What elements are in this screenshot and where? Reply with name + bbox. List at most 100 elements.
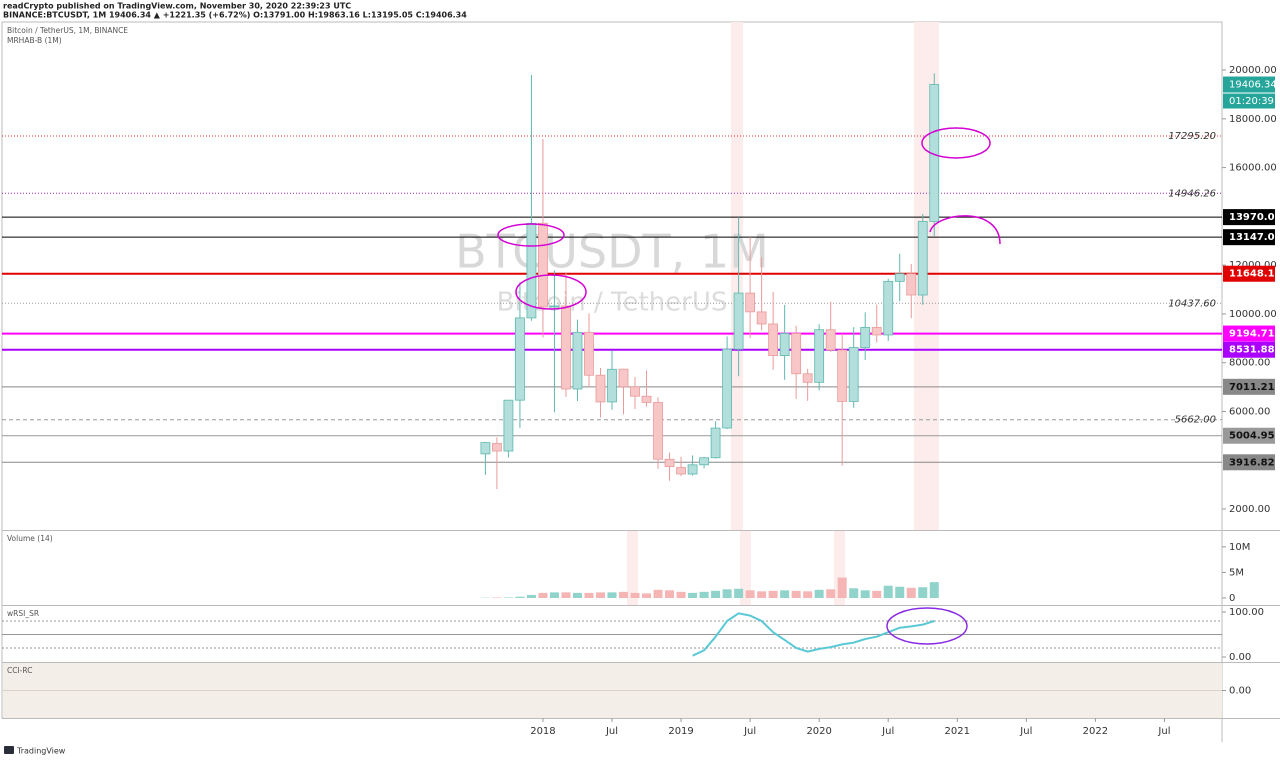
- level-label: 8531.88: [1229, 345, 1275, 356]
- annotation-curve: [929, 215, 1001, 245]
- candle-body: [676, 467, 686, 475]
- highlight-band: [740, 531, 751, 605]
- candle-body: [779, 333, 790, 356]
- volume-bar: [757, 591, 767, 598]
- candle-body: [538, 222, 548, 308]
- level-label: 3916.82: [1229, 457, 1275, 468]
- volume-bar: [837, 577, 847, 598]
- x-tick-label: 2018: [530, 726, 555, 737]
- volume-bar: [549, 592, 559, 598]
- volume-bar: [572, 592, 582, 598]
- candle-body: [917, 221, 928, 296]
- y-tick-label: 0.00: [1229, 652, 1251, 663]
- y-tick-label: 0: [1229, 593, 1235, 604]
- volume-bar: [653, 589, 663, 598]
- volume-bar: [803, 591, 813, 598]
- volume-bar: [561, 592, 571, 598]
- y-tick-label: 18000.00: [1229, 114, 1277, 125]
- candle-body: [630, 386, 640, 397]
- candle-body: [584, 331, 594, 376]
- candle-body: [515, 317, 525, 401]
- x-tick-label: 2019: [668, 726, 693, 737]
- level-label-box: [1223, 229, 1275, 246]
- volume-bar: [826, 589, 836, 598]
- candle-body: [664, 458, 675, 467]
- level-label: 13970.00: [1229, 212, 1280, 223]
- volume-bar: [745, 590, 755, 598]
- x-tick-label: 2021: [945, 726, 970, 737]
- candle-body: [595, 374, 606, 403]
- x-tick-label: Jul: [1019, 726, 1032, 737]
- level-label: 14946.26: [1168, 188, 1216, 199]
- level-label-box: [1223, 378, 1275, 395]
- annotation-ellipse: [515, 274, 587, 310]
- volume-bar: [872, 590, 882, 598]
- volume-bar: [768, 590, 778, 598]
- last-price-label: 19406.34: [1229, 80, 1277, 91]
- level-label-box: [1223, 341, 1275, 358]
- candle-body: [607, 368, 617, 403]
- volume-bar: [883, 585, 893, 598]
- y-tick-label: 100.00: [1229, 607, 1264, 618]
- volume-bar: [595, 592, 605, 598]
- level-label: 5004.95: [1229, 431, 1275, 442]
- annotations: [497, 127, 1001, 645]
- volume-bar: [918, 587, 928, 598]
- candle-body: [549, 305, 560, 308]
- candle-body: [480, 442, 491, 455]
- candle-body: [814, 329, 825, 383]
- y-tick-label: 8000.00: [1229, 358, 1270, 369]
- candle-body: [653, 402, 663, 460]
- candle-body: [848, 347, 859, 402]
- volume-bar: [734, 588, 744, 598]
- rsi-line: [692, 612, 935, 657]
- countdown: 01:20:39: [1229, 96, 1274, 107]
- level-label-box: [1223, 454, 1275, 471]
- candle-body: [526, 222, 537, 319]
- level-label: 11648.13: [1229, 269, 1280, 280]
- annotation-ellipse: [886, 607, 968, 645]
- x-tick-label: 2022: [1083, 726, 1108, 737]
- x-tick-label: Jul: [881, 726, 894, 737]
- volume-bar: [584, 592, 594, 598]
- volume-bar: [929, 582, 939, 598]
- volume-bar: [538, 592, 548, 598]
- volume-bar: [607, 592, 617, 598]
- footer: TradingView: [4, 746, 66, 756]
- volume-bar: [895, 586, 905, 598]
- level-label: 13147.08: [1229, 232, 1280, 243]
- candle-body: [837, 349, 848, 402]
- volume-bar: [711, 590, 721, 598]
- logo: [4, 746, 14, 754]
- y-tick-label: 10M: [1229, 542, 1250, 553]
- y-tick-label: 2000.00: [1229, 504, 1270, 515]
- candle-body: [561, 305, 571, 390]
- header-line: BINANCE:BTCUSDT, 1M 19406.34 ▲ +1221.35 …: [3, 11, 467, 20]
- candle-body: [860, 326, 871, 348]
- x-tick-label: 2020: [806, 726, 831, 737]
- y-tick-label: 5M: [1229, 567, 1244, 578]
- volume-bar: [688, 592, 698, 598]
- candle-body: [871, 326, 882, 336]
- volume-bar: [814, 589, 824, 598]
- footer-text: TradingView: [16, 747, 66, 756]
- volume-bar: [526, 594, 536, 598]
- x-tick-label: Jul: [743, 726, 756, 737]
- volume-bar: [630, 592, 640, 598]
- level-label: 17295.20: [1168, 131, 1216, 142]
- candle-body: [572, 331, 583, 390]
- level-label-box: [1223, 265, 1275, 282]
- candle-body: [756, 311, 767, 325]
- y-tick-label: 20000.00: [1229, 65, 1277, 76]
- highlight-band: [731, 22, 743, 530]
- marks: 2000.00 6000.00 8000.00 10000.00 12000.00 160…: [2, 65, 1280, 737]
- candle-body: [733, 292, 744, 350]
- level-label-box: [1223, 427, 1275, 444]
- candle-body: [710, 427, 721, 459]
- volume-bar: [642, 593, 652, 598]
- candle-body: [687, 464, 698, 475]
- volume-bar: [722, 589, 732, 598]
- highlight-band: [834, 531, 845, 605]
